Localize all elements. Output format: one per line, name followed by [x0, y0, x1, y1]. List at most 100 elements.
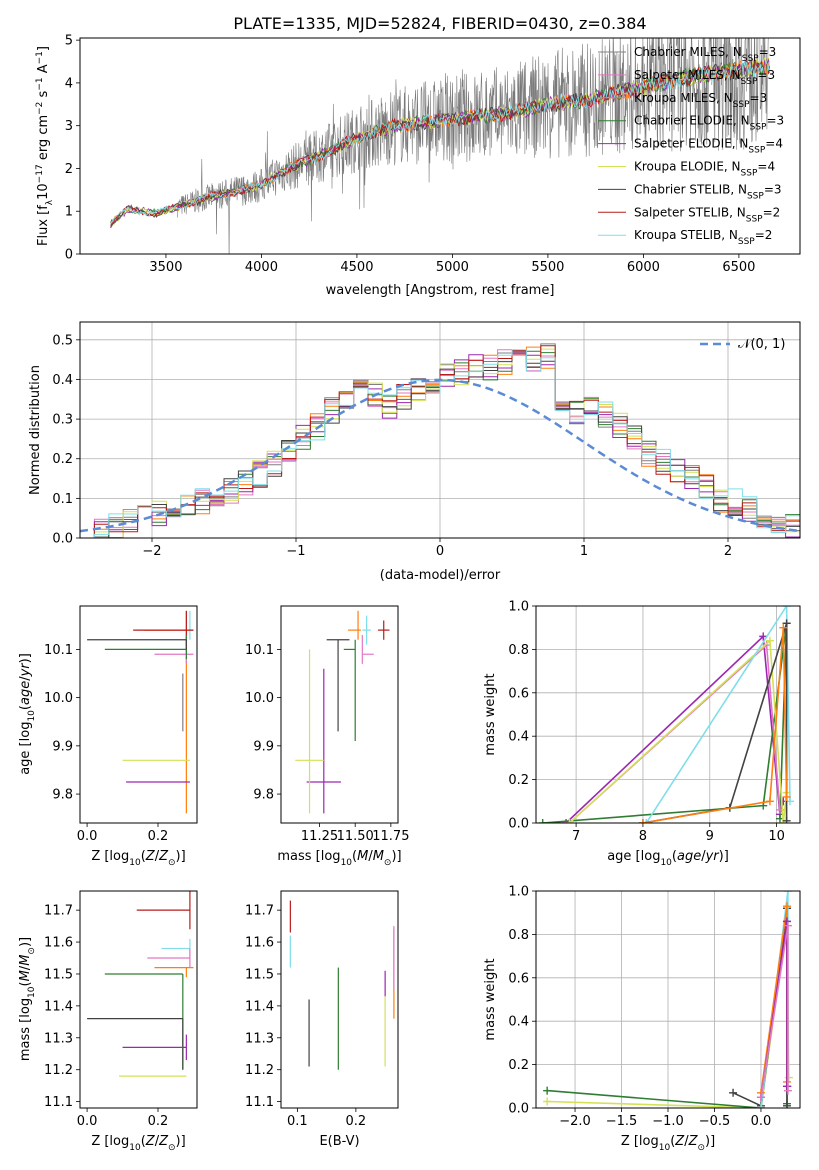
x-tick-label: −2: [142, 544, 161, 559]
x-tick-label: 6000: [627, 260, 660, 275]
y-tick-label: 0.0: [508, 1102, 529, 1117]
y-tick-label: 1: [65, 205, 73, 220]
weight-marker: [543, 1086, 552, 1095]
x-axis-label: (data-model)/error: [380, 568, 501, 583]
x-axis-label: mass [log10(M/M⊙)]: [277, 849, 401, 868]
x-axis-label: Z [log10(Z/Z⊙)]: [91, 849, 185, 868]
weight-line-salpeter_miles: [760, 925, 789, 1098]
y-tick-label: 11.3: [44, 1031, 73, 1046]
axes-frame: [79, 321, 801, 539]
y-tick-label: 11.3: [245, 1031, 274, 1046]
y-tick-label: 0.3: [52, 413, 73, 428]
y-tick-label: 11.5: [44, 967, 73, 982]
weight-marker: [783, 921, 792, 930]
weight-marker: [782, 917, 791, 926]
y-tick-label: 11.5: [245, 967, 274, 982]
weight-marker: [783, 891, 792, 895]
model-line-kroupa_stelib: [110, 59, 770, 225]
x-tick-label: 1: [580, 544, 588, 559]
weight-line-chabrier_elodie: [542, 623, 788, 823]
normal-curve: [80, 378, 800, 533]
x-tick-label: −1.0: [652, 1114, 684, 1129]
x-tick-label: 0.1: [287, 1114, 308, 1129]
y-axis-label: mass weight: [483, 673, 498, 755]
y-tick-label: 0.2: [508, 1058, 529, 1073]
y-tick-label: 9.9: [253, 739, 274, 754]
y-tick-label: 5: [65, 34, 73, 49]
x-tick-label: 0.2: [346, 1114, 367, 1129]
y-tick-label: 11.6: [44, 936, 73, 951]
y-tick-label: 0.4: [52, 373, 73, 388]
weight-marker: [784, 1073, 793, 1082]
weight-marker: [762, 641, 771, 650]
legend-label: Salpeter STELIB, NSSP=2: [634, 205, 780, 224]
x-tick-label: 0.0: [751, 1114, 772, 1129]
x-tick-label: 0.0: [77, 829, 98, 844]
x-tick-label: 0.0: [77, 1114, 98, 1129]
y-tick-label: 11.1: [44, 1095, 73, 1110]
y-tick-label: 0.1: [52, 492, 73, 507]
x-tick-label: 10: [768, 829, 785, 844]
plot-area: [87, 891, 194, 1077]
y-tick-label: 11.2: [44, 1063, 73, 1078]
legend-label: Chabrier MILES, NSSP=3: [634, 45, 776, 64]
x-tick-label: −1: [286, 544, 305, 559]
x-tick-label: 5500: [531, 260, 564, 275]
weight-line-chabrier_elodie: [547, 908, 788, 1108]
y-axis-label: mass weight: [483, 958, 498, 1040]
observed-spectrum: [177, 38, 769, 254]
y-tick-label: 1.0: [508, 885, 529, 900]
x-tick-label: 5000: [436, 260, 469, 275]
x-axis-label: age [log10(age/yr)]: [607, 849, 729, 868]
plot-area: [543, 891, 793, 1108]
chart-residuals: −2 −1 0 1 2 0.0 0.1 0.2 0.3 0.4 0.5 (data-model)/er…: [28, 321, 801, 583]
plot-area: [295, 610, 390, 814]
weight-marker: [538, 819, 547, 823]
y-axis-label: Normed distribution: [28, 365, 43, 495]
legend: Chabrier MILES, NSSP=3 Salpeter MILES, NS…: [598, 45, 784, 247]
y-axis-label: mass [log10(M/M⊙)]: [18, 937, 37, 1061]
x-tick-label: 11.50: [337, 829, 374, 844]
x-axis-label: Z [log10(Z/Z⊙)]: [621, 1134, 715, 1153]
histogram-kroupa_stelib: [80, 349, 800, 538]
y-tick-label: 1.0: [508, 600, 529, 615]
weight-line-salpeter_miles: [568, 643, 781, 823]
weight-line-kroupa_miles: [642, 627, 788, 823]
weight-marker: [782, 792, 791, 801]
y-tick-label: 0.8: [508, 928, 529, 943]
weight-marker: [782, 816, 791, 823]
x-tick-label: 4000: [245, 260, 278, 275]
x-tick-label: 2: [724, 544, 732, 559]
x-tick-label: −0.5: [699, 1114, 731, 1129]
y-tick-label: 0.8: [508, 643, 529, 658]
weight-marker: [759, 632, 768, 641]
y-tick-label: 9.8: [253, 788, 274, 803]
weight-marker: [765, 797, 774, 806]
x-tick-label: −2.0: [559, 1114, 591, 1129]
y-axis-label: age [log10(age/yr)]: [18, 653, 37, 775]
y-tick-label: 0.0: [52, 532, 73, 547]
y-tick-label: 0.2: [508, 773, 529, 788]
chart-weight-vs-age: 7 8 9 10 0.0 0.2 0.4 0.6 0.8 1.0 age [log10(age/yr…: [483, 600, 801, 868]
weight-marker: [765, 636, 774, 645]
weight-marker: [756, 1104, 765, 1108]
weight-marker: [729, 1088, 738, 1097]
chart-weight-vs-z: −2.0 −1.5 −1.0 −0.5 0.0 0.0 0.2 0.4 0.6 0.8 1.0 Z […: [483, 885, 801, 1153]
x-axis-label: Z [log10(Z/Z⊙)]: [91, 1134, 185, 1153]
x-tick-label: 9: [706, 829, 714, 844]
weight-line-kroupa_stelib: [645, 606, 791, 823]
chart-mass-vs-z: 0.0 0.2 11.1 11.2 11.3 11.4 11.5 11.6 11.7 Z [log…: [18, 890, 198, 1153]
axes-frame: [535, 605, 801, 824]
plot-area: [80, 343, 800, 538]
weight-marker: [642, 819, 651, 823]
weight-marker: [782, 1082, 791, 1091]
y-tick-label: 2: [65, 162, 73, 177]
weight-marker: [756, 1093, 765, 1102]
y-tick-label: 9.8: [52, 788, 73, 803]
y-tick-label: 10.0: [44, 691, 73, 706]
weight-marker: [562, 819, 571, 823]
x-tick-label: −1.5: [606, 1114, 638, 1129]
legend-label: Kroupa MILES, NSSP=3: [634, 91, 767, 110]
axes-frame: [280, 605, 399, 824]
